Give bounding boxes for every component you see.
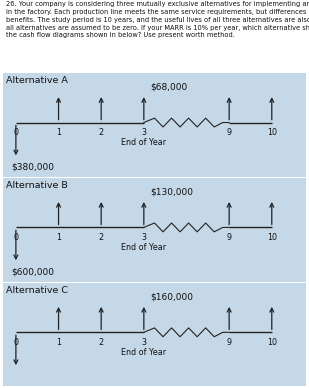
Text: 2: 2: [99, 233, 104, 242]
Text: 26. Your company is considering three mutually exclusive alternatives for implem: 26. Your company is considering three mu…: [6, 2, 309, 38]
Text: 10: 10: [267, 128, 277, 137]
Text: $130,000: $130,000: [150, 187, 193, 196]
Text: 3: 3: [141, 338, 146, 347]
Text: 2: 2: [99, 128, 104, 137]
Text: 9: 9: [226, 233, 232, 242]
Text: Alternative C: Alternative C: [6, 286, 68, 295]
Text: 0: 0: [13, 128, 18, 137]
Text: Alternative A: Alternative A: [6, 76, 68, 85]
Text: $600,000: $600,000: [12, 268, 55, 277]
Text: 1: 1: [56, 338, 61, 347]
Text: End of Year: End of Year: [121, 348, 167, 357]
Text: $68,000: $68,000: [150, 82, 188, 91]
Text: Alternative B: Alternative B: [6, 181, 68, 191]
Text: End of Year: End of Year: [121, 138, 167, 147]
Text: 9: 9: [226, 338, 232, 347]
Text: 10: 10: [267, 233, 277, 242]
Text: 0: 0: [13, 233, 18, 242]
Text: $160,000: $160,000: [150, 292, 193, 301]
Text: 3: 3: [141, 128, 146, 137]
Text: 1: 1: [56, 233, 61, 242]
Text: 0: 0: [13, 338, 18, 347]
Text: 9: 9: [226, 128, 232, 137]
Text: 1: 1: [56, 128, 61, 137]
Text: 10: 10: [267, 338, 277, 347]
Text: $380,000: $380,000: [12, 163, 55, 171]
Text: 2: 2: [99, 338, 104, 347]
Text: End of Year: End of Year: [121, 242, 167, 252]
Text: 3: 3: [141, 233, 146, 242]
